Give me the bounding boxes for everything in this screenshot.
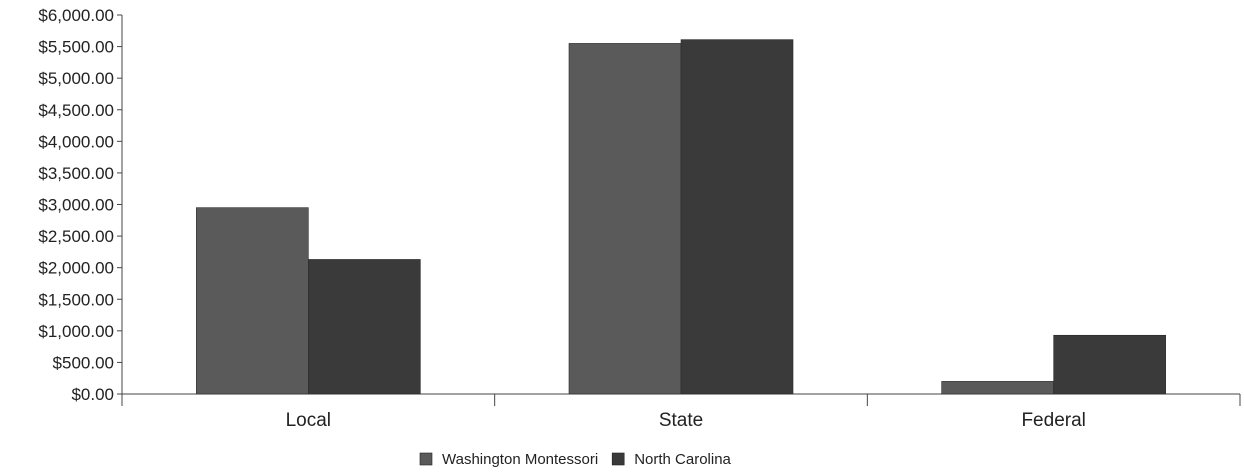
y-tick-label: $5,500.00: [38, 38, 114, 57]
bar-washington-montessori-local: [196, 207, 309, 395]
y-tick-label: $4,500.00: [38, 101, 114, 120]
legend-swatch: [419, 452, 433, 466]
legend-label: North Carolina: [634, 451, 731, 468]
bar-north-carolina-federal: [1053, 334, 1166, 395]
bar-washington-montessori-state: [568, 43, 682, 395]
category-label: Local: [286, 410, 331, 431]
bar-washington-montessori-federal: [941, 381, 1054, 395]
y-tick-label: $5,000.00: [38, 69, 114, 88]
y-tick-label: $3,500.00: [38, 164, 114, 183]
y-tick-label: $1,500.00: [38, 290, 114, 309]
y-tick-label: $2,500.00: [38, 227, 114, 246]
legend-label: Washington Montessori: [442, 451, 598, 468]
legend: Washington Montessori North Carolina: [419, 451, 732, 468]
x-axis: [121, 393, 1241, 406]
y-tick-label: $1,000.00: [38, 322, 114, 341]
category-labels: Local State Federal: [286, 410, 1086, 431]
y-tick-label: $4,000.00: [38, 132, 114, 151]
category-label: State: [659, 410, 703, 431]
y-tick-label: $3,000.00: [38, 196, 114, 215]
y-tick-label: $6,000.00: [38, 6, 114, 25]
legend-swatch: [611, 452, 625, 466]
category-label: Federal: [1021, 410, 1085, 431]
y-tick-label: $0.00: [71, 385, 114, 404]
y-axis: $0.00 $500.00 $1,000.00 $1,500.00 $2,000.00 $…: [38, 6, 123, 404]
y-tick-label: $2,000.00: [38, 259, 114, 278]
bar-north-carolina-local: [308, 259, 421, 395]
bar-north-carolina-state: [680, 39, 794, 395]
y-tick-label: $500.00: [53, 353, 114, 372]
bars: [196, 39, 1166, 395]
